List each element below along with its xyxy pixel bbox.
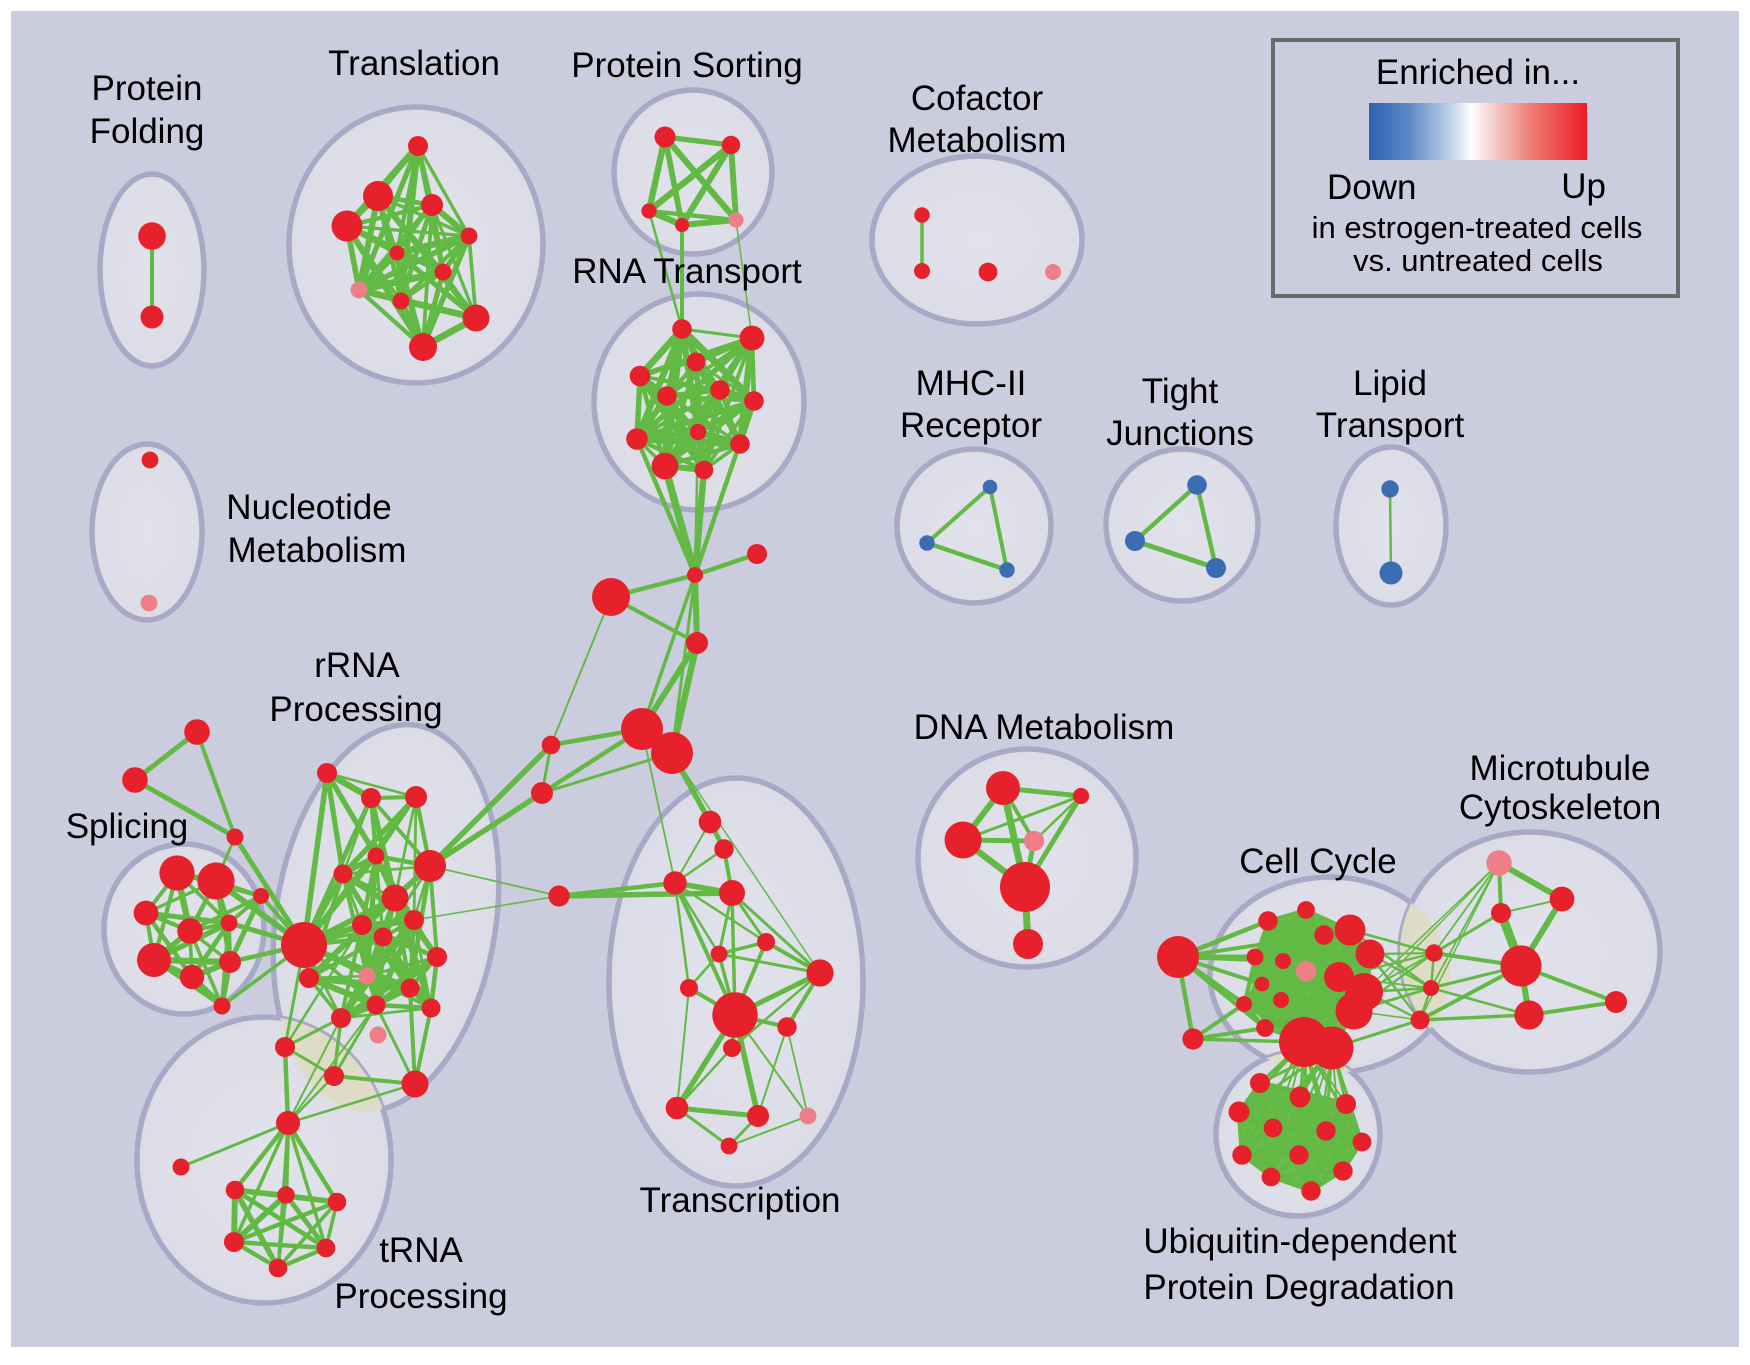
svg-text:Metabolism: Metabolism xyxy=(228,531,407,570)
svg-text:Splicing: Splicing xyxy=(66,807,189,846)
svg-text:Protein Sorting: Protein Sorting xyxy=(571,46,803,85)
svg-text:DNA Metabolism: DNA Metabolism xyxy=(914,708,1175,747)
svg-text:Transcription: Transcription xyxy=(640,1181,841,1220)
svg-text:Protein Degradation: Protein Degradation xyxy=(1143,1268,1454,1307)
svg-text:Folding: Folding xyxy=(90,112,205,151)
svg-text:Protein: Protein xyxy=(92,69,203,108)
svg-text:Receptor: Receptor xyxy=(900,406,1042,445)
svg-text:MHC-II: MHC-II xyxy=(916,364,1027,403)
svg-text:Junctions: Junctions xyxy=(1106,414,1254,453)
svg-text:Translation: Translation xyxy=(328,44,500,83)
svg-text:rRNA: rRNA xyxy=(314,646,400,685)
svg-text:Enriched in...: Enriched in... xyxy=(1376,53,1580,92)
svg-text:Cofactor: Cofactor xyxy=(911,79,1044,118)
svg-text:RNA Transport: RNA Transport xyxy=(572,252,802,291)
svg-text:Metabolism: Metabolism xyxy=(888,121,1067,160)
svg-text:Microtubule: Microtubule xyxy=(1470,749,1651,788)
svg-text:Transport: Transport xyxy=(1316,406,1465,445)
svg-text:tRNA: tRNA xyxy=(379,1231,463,1270)
svg-text:Down: Down xyxy=(1327,168,1416,207)
svg-text:Ubiquitin-dependent: Ubiquitin-dependent xyxy=(1143,1222,1457,1261)
svg-text:in estrogen-treated cells: in estrogen-treated cells xyxy=(1312,210,1643,245)
svg-text:Up: Up xyxy=(1561,167,1606,206)
svg-text:Tight: Tight xyxy=(1142,372,1219,411)
svg-text:Lipid: Lipid xyxy=(1353,364,1427,403)
svg-text:Processing: Processing xyxy=(269,690,442,729)
svg-text:Cell Cycle: Cell Cycle xyxy=(1239,842,1397,881)
svg-text:vs. untreated cells: vs. untreated cells xyxy=(1353,243,1603,278)
svg-text:Nucleotide: Nucleotide xyxy=(226,488,391,527)
svg-text:Cytoskeleton: Cytoskeleton xyxy=(1459,788,1661,827)
svg-text:Processing: Processing xyxy=(334,1277,507,1316)
